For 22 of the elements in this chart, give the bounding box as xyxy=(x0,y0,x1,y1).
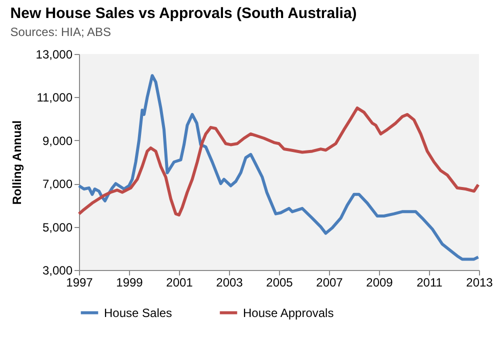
y-tick-label: 11,000 xyxy=(36,90,73,105)
y-tick-label: 5,000 xyxy=(42,220,73,234)
y-tick-label: 7,000 xyxy=(42,177,73,192)
line-series xyxy=(78,74,480,261)
y-tick-label: 9,000 xyxy=(42,134,73,148)
y-tick-label: 3,000 xyxy=(42,264,73,278)
x-tick-label: 2007 xyxy=(316,276,344,290)
x-tick-label: 2005 xyxy=(266,276,294,290)
x-tick-label: 1999 xyxy=(116,276,144,290)
legend-label: House Approvals xyxy=(243,306,334,320)
legend-label: House Sales xyxy=(104,306,172,320)
line-series xyxy=(78,106,480,216)
chart-title: New House Sales vs Approvals (South Australia) xyxy=(10,5,357,22)
x-tick-label: 2013 xyxy=(466,276,494,290)
x-tick-label: 2001 xyxy=(166,276,194,290)
y-axis-title: Rolling Annual xyxy=(10,120,24,205)
chart-subtitle: Sources: HIA; ABS xyxy=(10,25,112,39)
x-tick-label: 1997 xyxy=(66,276,94,290)
x-tick-label: 2011 xyxy=(416,276,443,290)
x-tick-label: 2009 xyxy=(366,276,394,290)
y-tick-label: 13,000 xyxy=(36,48,73,62)
x-tick-label: 2003 xyxy=(216,276,244,290)
